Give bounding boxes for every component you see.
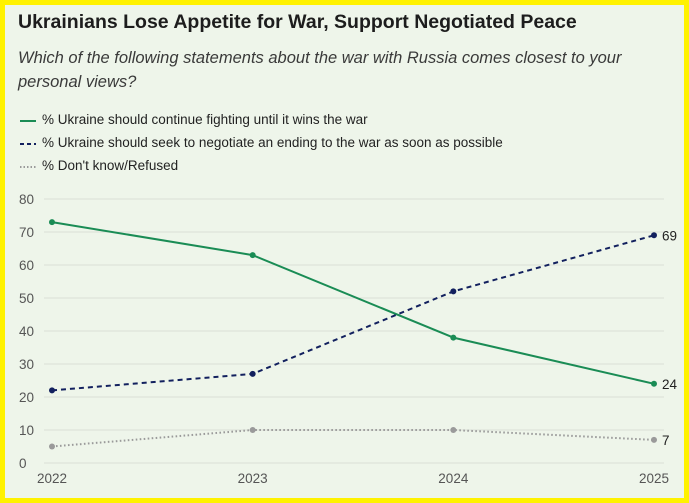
x-tick-label-2023: 2023: [238, 471, 268, 486]
y-tick-label-40: 40: [19, 324, 34, 339]
data-point-negotiate-2022: [49, 387, 55, 394]
data-point-negotiate-2023: [249, 370, 256, 377]
y-tick-label-50: 50: [19, 291, 34, 306]
y-tick-label-30: 30: [19, 357, 34, 372]
x-tick-label-2024: 2024: [438, 471, 469, 486]
legend-swatch-dont-know: [20, 166, 36, 168]
series-line-fight: [51, 221, 655, 385]
chart-subtitle: Which of the following statements about …: [18, 49, 622, 91]
data-point-dont-know-2023: [249, 427, 256, 433]
y-tick-label-70: 70: [19, 225, 34, 240]
end-label-fight: 24: [662, 377, 678, 392]
series-line-dont-know: [51, 429, 655, 448]
data-point-dont-know-2024: [450, 427, 457, 433]
data-point-negotiate-2024: [450, 288, 457, 295]
data-point-dont-know-2022: [49, 443, 55, 450]
y-tick-label-0: 0: [19, 456, 27, 471]
data-point-dont-know-2025: [651, 436, 657, 443]
data-point-fight-2023: [249, 252, 256, 259]
legend-label-dont-know: % Don't know/Refused: [42, 158, 179, 173]
data-point-negotiate-2025: [651, 232, 657, 239]
legend-swatch-negotiate: [20, 143, 36, 145]
legend-swatch-fight: [20, 120, 36, 122]
end-label-negotiate: 69: [662, 228, 677, 243]
x-tick-label-2022: 2022: [37, 471, 67, 486]
y-tick-label-80: 80: [19, 192, 34, 207]
series-line-negotiate: [51, 234, 655, 392]
end-label-dont-know: 7: [662, 433, 670, 448]
chart-title: Ukrainians Lose Appetite for War, Suppor…: [18, 11, 577, 33]
y-tick-label-20: 20: [19, 390, 34, 405]
data-point-fight-2022: [49, 219, 55, 226]
x-tick-label-2025: 2025: [639, 471, 669, 486]
y-tick-label-10: 10: [19, 423, 34, 438]
legend-label-fight: % Ukraine should continue fighting until…: [42, 112, 368, 127]
legend-label-negotiate: % Ukraine should seek to negotiate an en…: [42, 135, 503, 150]
data-point-fight-2024: [450, 334, 457, 341]
y-tick-label-60: 60: [19, 258, 34, 273]
data-point-fight-2025: [651, 380, 657, 387]
